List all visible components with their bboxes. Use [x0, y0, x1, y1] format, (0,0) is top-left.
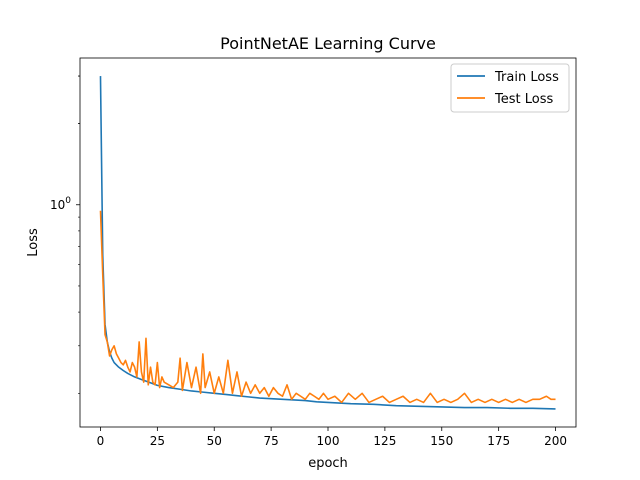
x-axis-ticks: 0 25 50 75 100 125 150 175 200: [97, 427, 567, 448]
x-tick-label: 150: [430, 434, 453, 448]
plot-area: 0 25 50 75 100 125 150 175 200 100: [50, 57, 577, 448]
x-axis-label: epoch: [308, 456, 348, 471]
legend-label-1: Test Loss: [494, 92, 553, 107]
y-axis-label: Loss: [26, 228, 41, 257]
x-tick-label: 0: [97, 434, 105, 448]
legend-label-0: Train Loss: [494, 70, 559, 85]
x-tick-label: 100: [317, 434, 340, 448]
series-line-0: [99, 76, 556, 410]
chart-title: PointNetAE Learning Curve: [220, 34, 436, 53]
x-tick-label: 175: [487, 434, 510, 448]
x-tick-label: 200: [544, 434, 567, 448]
x-tick-label: 125: [373, 434, 396, 448]
x-tick-label: 25: [150, 434, 165, 448]
x-tick-label: 75: [263, 434, 278, 448]
x-tick-label: 50: [207, 434, 222, 448]
series-line-1: [99, 210, 556, 404]
legend: Train Loss Test Loss: [450, 63, 570, 113]
series-layer: [99, 76, 556, 410]
